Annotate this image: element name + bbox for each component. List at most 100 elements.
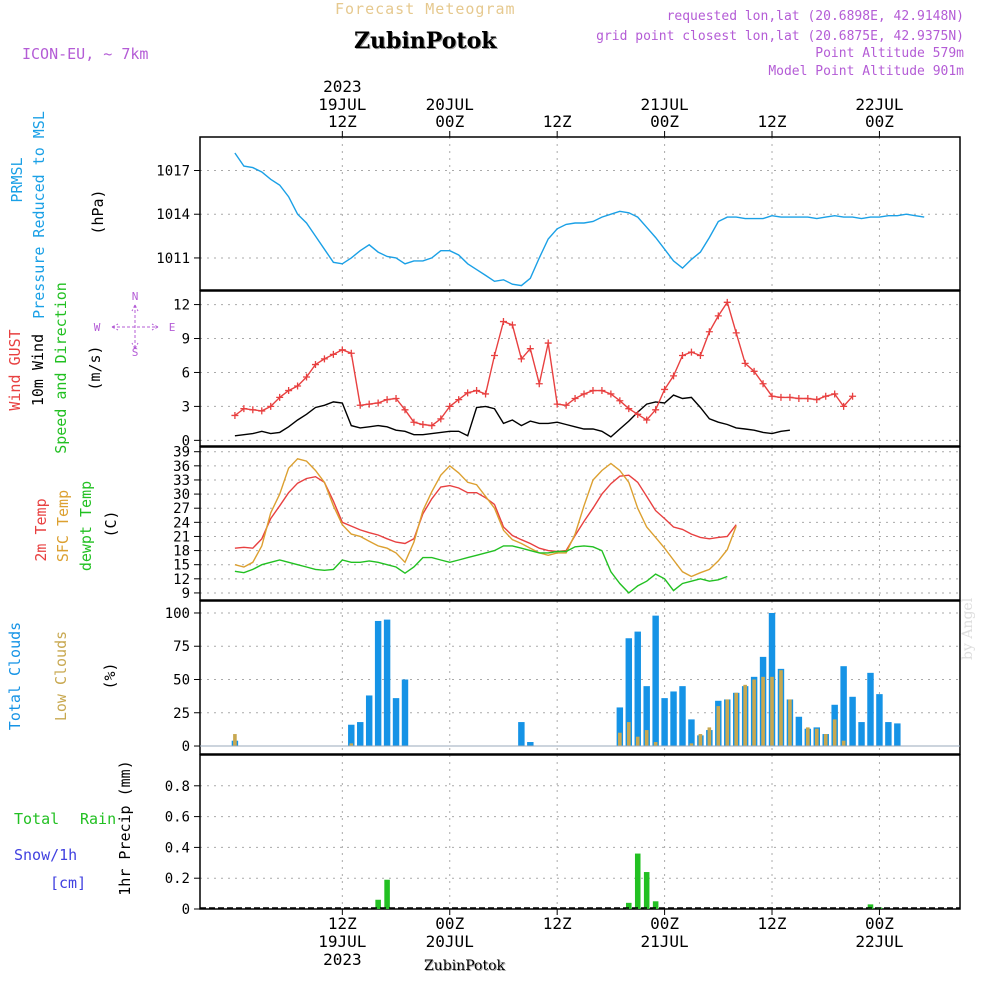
y-tick-label: 75 [173,639,190,655]
gust-marker [687,348,695,356]
signature: by Angel [960,597,976,660]
total-cloud-bar [383,619,391,747]
series-dewpt-temp [234,545,728,594]
gust-marker [410,418,418,426]
total-cloud-bar [616,707,624,747]
y-tick-label: 0 [182,433,190,449]
gust-marker [464,389,472,397]
total-cloud-bar [688,719,695,747]
gust-marker [383,396,391,404]
rain-bar [652,901,659,909]
y-tick-label: 9 [182,586,190,602]
low-cloud-bar [823,734,828,747]
label-10m-wind: 10m Wind [29,334,47,406]
gust-marker [804,394,812,402]
low-cloud-bar [743,684,747,747]
y-tick-label: 100 [165,606,190,622]
gust-marker [616,397,624,405]
gust-marker [643,416,651,424]
gust-marker [831,390,839,398]
label-total: Total [14,810,59,828]
closest-coords: grid point closest lon,lat (20.6875E, 42… [596,29,964,44]
low-cloud-bar [841,740,846,747]
gust-marker [580,390,588,398]
x-hour-label: 00Z [650,914,679,933]
panel-frame [199,446,961,601]
low-cloud-bar [806,727,810,747]
x-date-label: 19JUL [318,932,366,951]
gust-marker [759,380,767,388]
rain-bar [867,904,874,909]
label-percent: (%) [101,662,119,689]
x-year-label: 2023 [323,950,362,969]
total-cloud-bar [643,686,650,747]
series-sfc-temp [234,458,737,578]
rain-bar [375,899,381,909]
low-cloud-bar [734,692,739,747]
model-altitude: Model Point Altitude 901m [768,64,964,79]
label-sfc-temp: SFC Temp [54,490,72,562]
gust-marker [571,394,579,402]
gust-marker [347,349,355,357]
total-cloud-bar [885,722,892,747]
y-tick-label: 21 [173,529,190,545]
y-tick-label: 0.2 [165,871,190,887]
total-cloud-bar [374,620,382,747]
gust-marker [849,392,857,400]
gust-marker [437,415,445,423]
gust-marker [311,361,319,369]
gust-marker [696,351,704,359]
y-tick-label: 0.8 [165,779,190,795]
low-cloud-bar [233,734,237,747]
gust-marker [777,393,785,401]
gust-marker [258,407,266,415]
gust-marker [562,401,570,409]
gust-marker [517,355,525,363]
total-cloud-bar [670,691,677,747]
low-cloud-bar [626,722,631,747]
y-tick-label: 0 [182,902,190,918]
y-tick-label: 12 [173,572,190,588]
total-cloud-bar [392,698,400,747]
total-cloud-bar [894,723,901,747]
x-hour-label: 00Z [865,112,894,131]
gust-marker [822,392,830,400]
total-cloud-bar [357,722,364,747]
total-cloud-bar [625,638,633,747]
gust-marker [294,382,302,390]
gust-marker [365,400,373,408]
x-hour-label: 00Z [435,112,464,131]
label-snow: Snow/1h [14,846,77,864]
gust-marker [750,367,758,375]
gust-marker [526,345,534,353]
total-cloud-bar [840,666,847,747]
x-date-label: 22JUL [855,95,903,114]
total-cloud-bar [679,686,686,747]
gust-marker [634,410,642,418]
compass-w: W [94,321,101,334]
x-year-label: 2023 [323,77,362,96]
x-hour-label: 12Z [758,112,787,131]
gust-marker [678,351,686,359]
model-label: ICON-EU, ~ 7km [22,45,149,63]
gust-marker [508,321,516,329]
y-tick-label: 15 [173,558,190,574]
y-tick-label: 50 [173,672,190,688]
gust-marker [285,387,293,395]
label-hpa: (hPa) [89,189,107,234]
gust-marker [535,380,543,388]
gust-marker [473,387,481,395]
gust-marker [320,355,328,363]
gust-marker [419,421,427,429]
y-tick-label: 27 [173,501,190,517]
total-cloud-bar [518,722,525,747]
wind-series [231,298,857,438]
gust-marker [428,422,436,430]
total-cloud-bar [652,615,659,747]
x-date-label: 19JUL [318,95,366,114]
x-date-label: 22JUL [855,932,903,951]
label-pressure-msl: Pressure Reduced to MSL [30,111,48,319]
station-title: ZubinPotok [354,28,497,54]
low-cloud-bar [689,743,694,747]
low-cloud-bar [832,719,837,747]
